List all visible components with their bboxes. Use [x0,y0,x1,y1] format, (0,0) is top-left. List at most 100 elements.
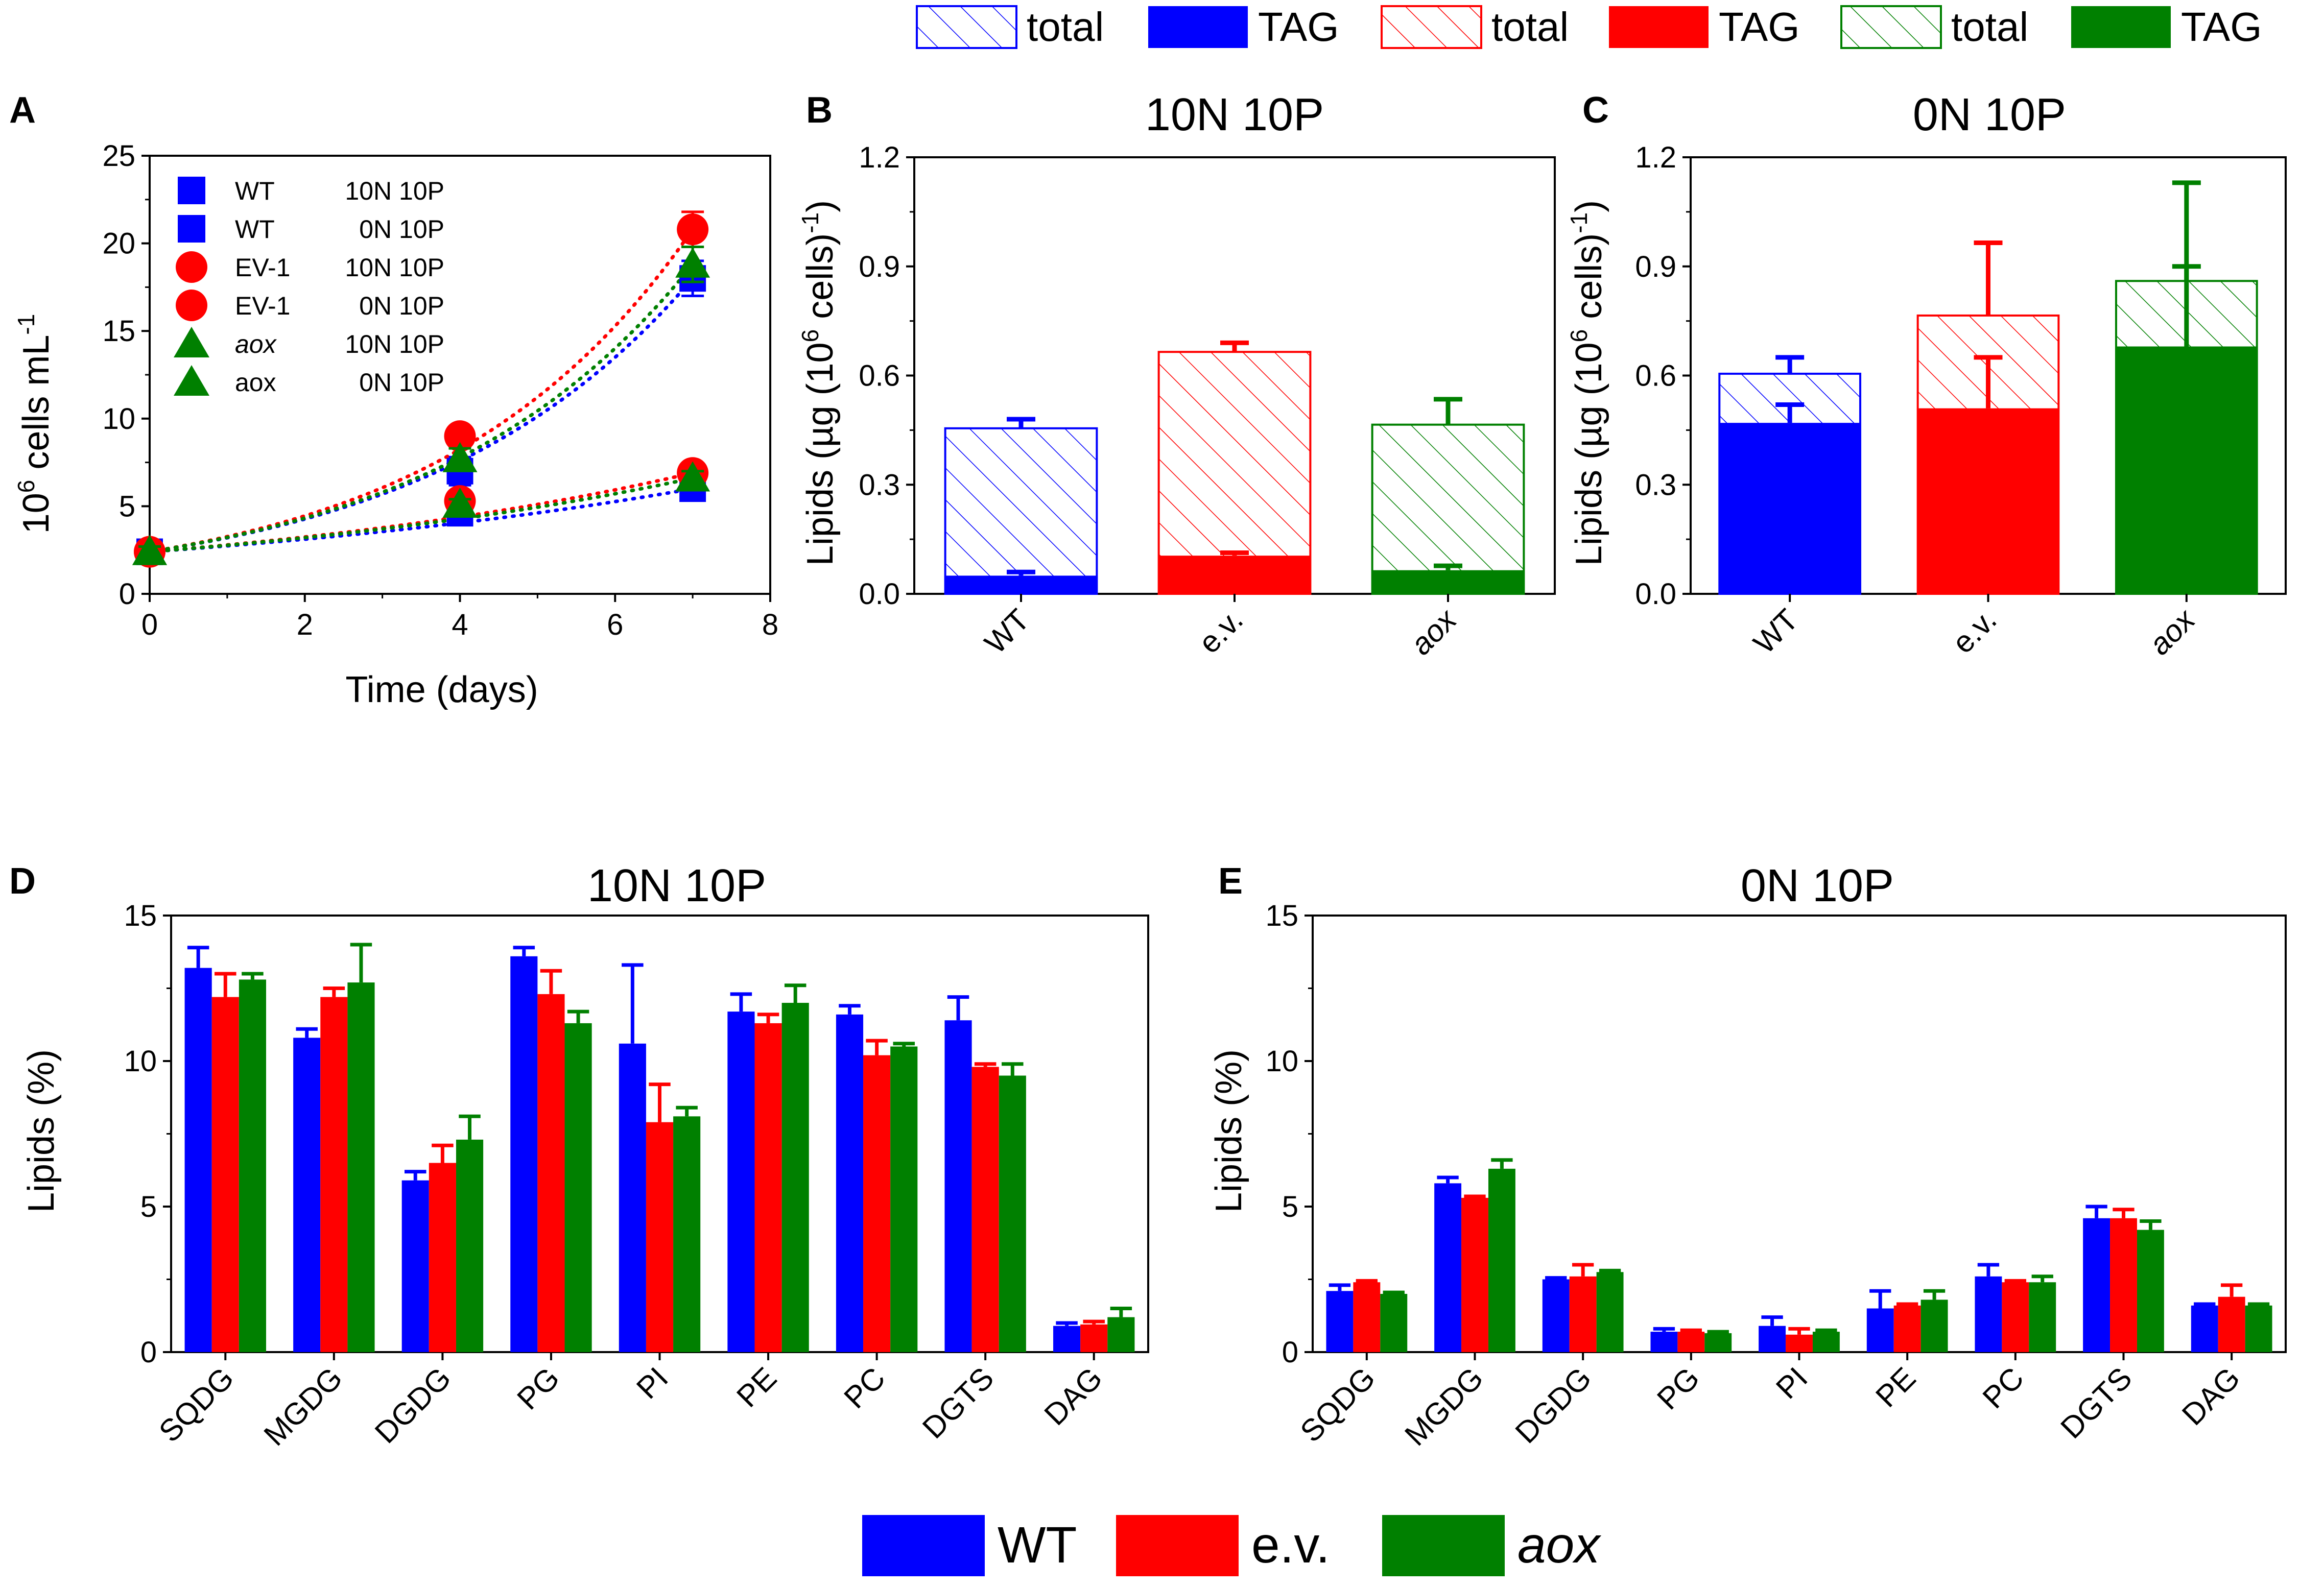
panel-c-y-tick-label: 0.6 [1635,359,1676,393]
legend-swatch-wt [862,1515,985,1576]
panel-e-y-tick-label: 15 [1265,899,1298,932]
panel-d-bar [999,1075,1026,1352]
panel-c-title: 0N 10P [1913,89,2066,140]
legend-label-total: total [1027,4,1104,50]
legend-condition-label: 0N 10P [359,292,444,320]
legend-swatch-total [1381,5,1482,49]
panel-e-x-tick-label: PC [1976,1361,2030,1415]
panel-c-tag-bar [2116,346,2257,594]
legend-swatch-tag [1609,6,1709,48]
legend-condition-label: 0N 10P [359,215,444,244]
panel-label-e: E [1218,861,1243,902]
panel-c-x-tick-label: WT [1747,603,1805,660]
panel-c-total-lipids-0n10p: C 0N 10P Lipids (µg (106 cells)-1) 0.0 0.… [1566,89,2287,662]
panel-a-y-tick-label: 25 [102,139,135,173]
panel-a-point-circle [677,213,709,246]
panel-d-bar [239,979,266,1352]
panel-d-bar [944,1020,972,1352]
panel-c-y-tick-label: 0.9 [1635,250,1676,283]
legend-swatch-total [1840,5,1942,49]
panel-d-bar [211,997,239,1352]
panel-a-y-tick-label: 10 [102,402,135,436]
panel-c-y-tick-label: 1.2 [1635,141,1676,174]
panel-e-bar [2002,1282,2029,1352]
panel-e-x-tick-label: SQDG [1294,1361,1382,1449]
legend-marker-square [178,215,205,243]
legend-label-aox: aox [1517,1517,1601,1574]
legend-condition-label: 0N 10P [359,368,444,397]
panel-e-bar [1596,1272,1624,1352]
panel-d-bar [781,1003,809,1352]
panel-d-x-tick-label: PI [630,1361,674,1405]
panel-e-bar [1704,1333,1732,1352]
panel-e-y-tick-label: 5 [1282,1190,1298,1223]
legend-strain-label: WT [235,177,275,205]
legend-label-total: total [1491,4,1569,50]
panel-c-y-tick-label: 0.0 [1635,578,1676,611]
panel-c-y-axis-title: Lipids (µg (106 cells)-1) [1566,200,1609,566]
panel-e-bar [1893,1305,1921,1352]
panel-d-bar [727,1012,755,1352]
panel-e-bar [1866,1308,1894,1352]
panel-d-y-tick-label: 15 [124,899,157,932]
legend-label-tag: TAG [1258,4,1339,50]
panel-c-y-tick-label: 0.3 [1635,468,1676,501]
panel-c-x-tick-label: e.v. [1946,603,2003,660]
panel-d-x-tick-label: PC [837,1361,891,1415]
panel-a-point-triangle [442,442,478,472]
legend-bottom: WT e.v. aox [862,1515,1601,1576]
panel-d-bar [184,968,212,1352]
panel-label-c: C [1582,90,1609,131]
panel-d-bar [537,994,565,1352]
panel-d-bar [971,1067,999,1352]
panel-d-bar [890,1046,918,1352]
panel-a-x-tick-label: 6 [607,608,623,641]
panel-label-d: D [9,861,36,902]
panel-b-x-tick-label: e.v. [1192,603,1250,660]
panel-d-bar [429,1163,456,1352]
panel-b-y-axis-title: Lipids (µg (106 cells)-1) [797,200,841,566]
panel-a-trend-line [148,487,695,554]
panel-d-bar [564,1023,592,1352]
panel-e-bar [1759,1326,1786,1352]
panel-a-legend: WT 10N 10P WT 0N 10P EV-1 10N 10P EV-1 0N 10P ao… [174,177,444,397]
panel-e-bar [1488,1168,1515,1352]
panel-e-bar [1380,1294,1408,1352]
panel-d-title: 10N 10P [587,860,766,911]
panel-c-tag-bar [1917,408,2059,594]
panel-d-y-tick-label: 5 [140,1190,157,1223]
panel-e-bar [1786,1334,1813,1352]
panel-e-bar [2029,1282,2056,1352]
legend-swatch-tag [2071,6,2171,48]
legend-strain-label: aox [235,368,276,397]
panel-b-tag-bar [945,575,1097,594]
panel-e-x-tick-label: PE [1869,1361,1922,1414]
panel-d-bar [401,1180,429,1352]
panel-a-point-circle [444,420,476,452]
panel-a-y-tick-label: 20 [102,227,135,260]
panel-d-lipid-classes-10n10p: D 10N 10P Lipids (%) 0 5 10 15 SQDG MGDG DGDG P… [9,860,1149,1452]
panel-a-y-axis-title: 106 cells mL-1 [13,314,57,534]
panel-label-b: B [806,90,833,131]
panel-d-y-tick-label: 0 [140,1336,157,1369]
panel-c-tag-bar [1719,423,1861,594]
panel-d-x-tick-label: DGTS [916,1361,1000,1445]
panel-a-x-tick-label: 0 [141,608,158,641]
panel-a-x-tick-label: 4 [452,608,468,641]
panel-d-bar [673,1116,701,1352]
legend-strain-label: EV-1 [235,253,290,282]
legend-marker-circle [176,290,207,321]
panel-d-bar [510,956,538,1352]
panel-a-x-axis-title: Time (days) [345,669,538,710]
panel-d-y-axis-title: Lipids (%) [21,1049,62,1213]
panel-a-y-tick-label: 15 [102,315,135,348]
panel-a-trend-line [148,276,695,554]
legend-condition-label: 10N 10P [345,177,444,205]
legend-label-tag: TAG [2181,4,2262,50]
panel-e-bar [2191,1305,2218,1352]
panel-e-bar [1569,1276,1597,1352]
panel-d-x-tick-label: DAG [1038,1361,1109,1432]
panel-e-y-tick-label: 10 [1265,1045,1298,1078]
panel-e-bar [2137,1230,2164,1352]
panel-d-bar [1080,1324,1108,1352]
